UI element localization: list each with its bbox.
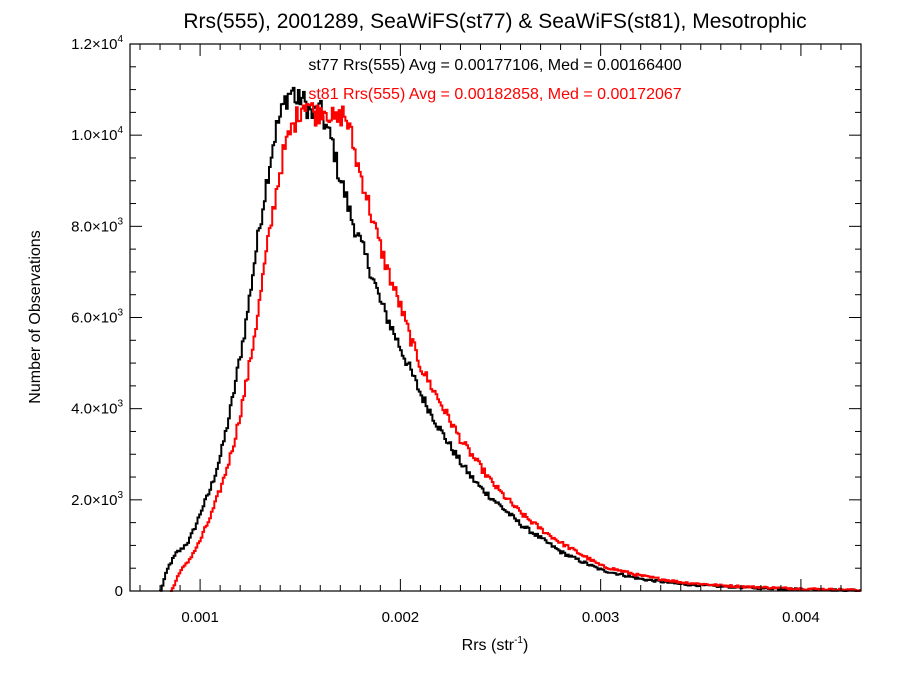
axes: 0.001 0.002 0.003 0.004 0 2.0×103 4.0×103 6.0×1… [71,34,862,626]
x-tick-label: 0.003 [582,609,620,626]
series-line-st77 [159,86,862,592]
y-tick-label: 0 [115,583,123,600]
x-tick-label: 0.004 [782,609,820,626]
chart-title: Rrs(555), 2001289, SeaWiFS(st77) & SeaWi… [183,10,806,33]
y-tick-label: 8.0×103 [71,216,123,235]
y-tick-label: 2.0×103 [71,490,123,509]
y-tick-label: 4.0×103 [71,399,123,418]
x-axis-label-exponent: -1 [514,635,523,646]
y-axis-label: Number of Observations [27,230,44,403]
plot-frame [129,43,862,592]
y-tick-label: 6.0×103 [71,308,123,327]
annotation-st77: st77 Rrs(555) Avg = 0.00177106, Med = 0.… [308,57,681,74]
x-axis-label-text: Rrs (str [462,637,515,654]
y-tick-label: 1.0×104 [71,125,123,144]
x-tick-label: 0.002 [382,609,420,626]
y-tick-label: 1.2×104 [71,34,123,53]
x-tick-label: 0.001 [181,609,219,626]
series-line-st81 [170,102,862,592]
x-axis-label: Rrs (str-1) [462,635,529,654]
series-layer [159,86,862,592]
x-axis-label-close: ) [523,637,528,654]
annotation-st81: st81 Rrs(555) Avg = 0.00182858, Med = 0.… [308,86,681,103]
